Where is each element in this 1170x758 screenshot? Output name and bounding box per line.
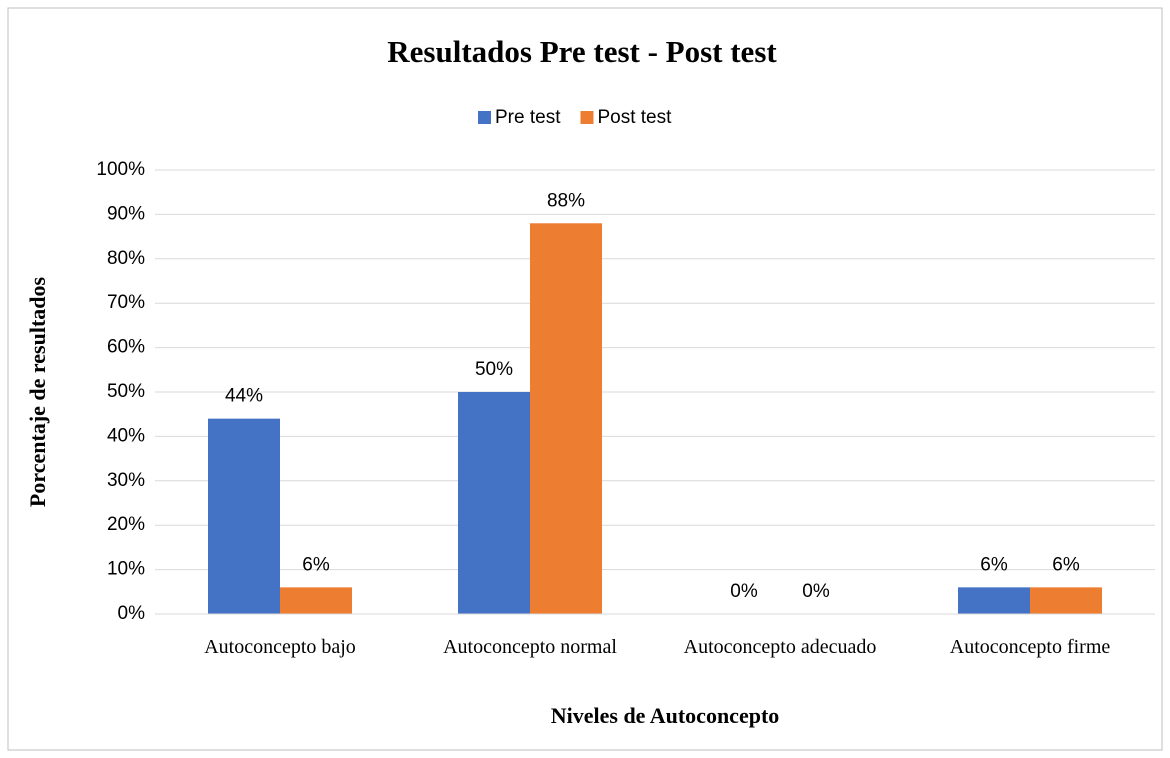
bar [958, 587, 1030, 614]
legend-swatch [478, 111, 491, 124]
data-label: 6% [1052, 554, 1080, 575]
y-tick-label: 20% [107, 514, 145, 535]
data-label: 44% [225, 386, 263, 407]
y-tick-label: 10% [107, 559, 145, 580]
data-label: 50% [475, 359, 513, 380]
y-axis-title: Porcentaje de resultados [25, 276, 50, 507]
y-tick-label: 90% [107, 203, 145, 224]
data-label: 6% [980, 554, 1008, 575]
data-label: 0% [802, 581, 830, 602]
bar [1030, 587, 1102, 614]
bar [280, 587, 352, 614]
data-label: 6% [302, 554, 330, 575]
y-tick-label: 70% [107, 292, 145, 313]
x-tick-label: Autoconcepto adecuado [683, 636, 877, 658]
y-tick-label: 60% [107, 337, 145, 358]
bar [458, 392, 530, 614]
data-label: 0% [730, 581, 758, 602]
bar [208, 418, 280, 614]
legend-label: Post test [597, 107, 672, 128]
x-tick-label: Autoconcepto firme [949, 636, 1111, 658]
y-tick-label: 100% [96, 159, 145, 180]
legend-label: Pre test [495, 107, 561, 128]
chart-title: Resultados Pre test - Post test [387, 34, 777, 69]
y-tick-label: 80% [107, 248, 145, 269]
y-tick-label: 0% [118, 603, 146, 624]
y-tick-label: 40% [107, 425, 145, 446]
x-tick-label: Autoconcepto normal [443, 636, 617, 658]
y-tick-label: 50% [107, 381, 145, 402]
y-tick-label: 30% [107, 470, 145, 491]
x-tick-label: Autoconcepto bajo [204, 636, 356, 658]
x-axis-title: Niveles de Autoconcepto [551, 703, 780, 728]
data-label: 88% [547, 190, 585, 211]
bar [530, 223, 602, 614]
legend-swatch [580, 111, 594, 124]
